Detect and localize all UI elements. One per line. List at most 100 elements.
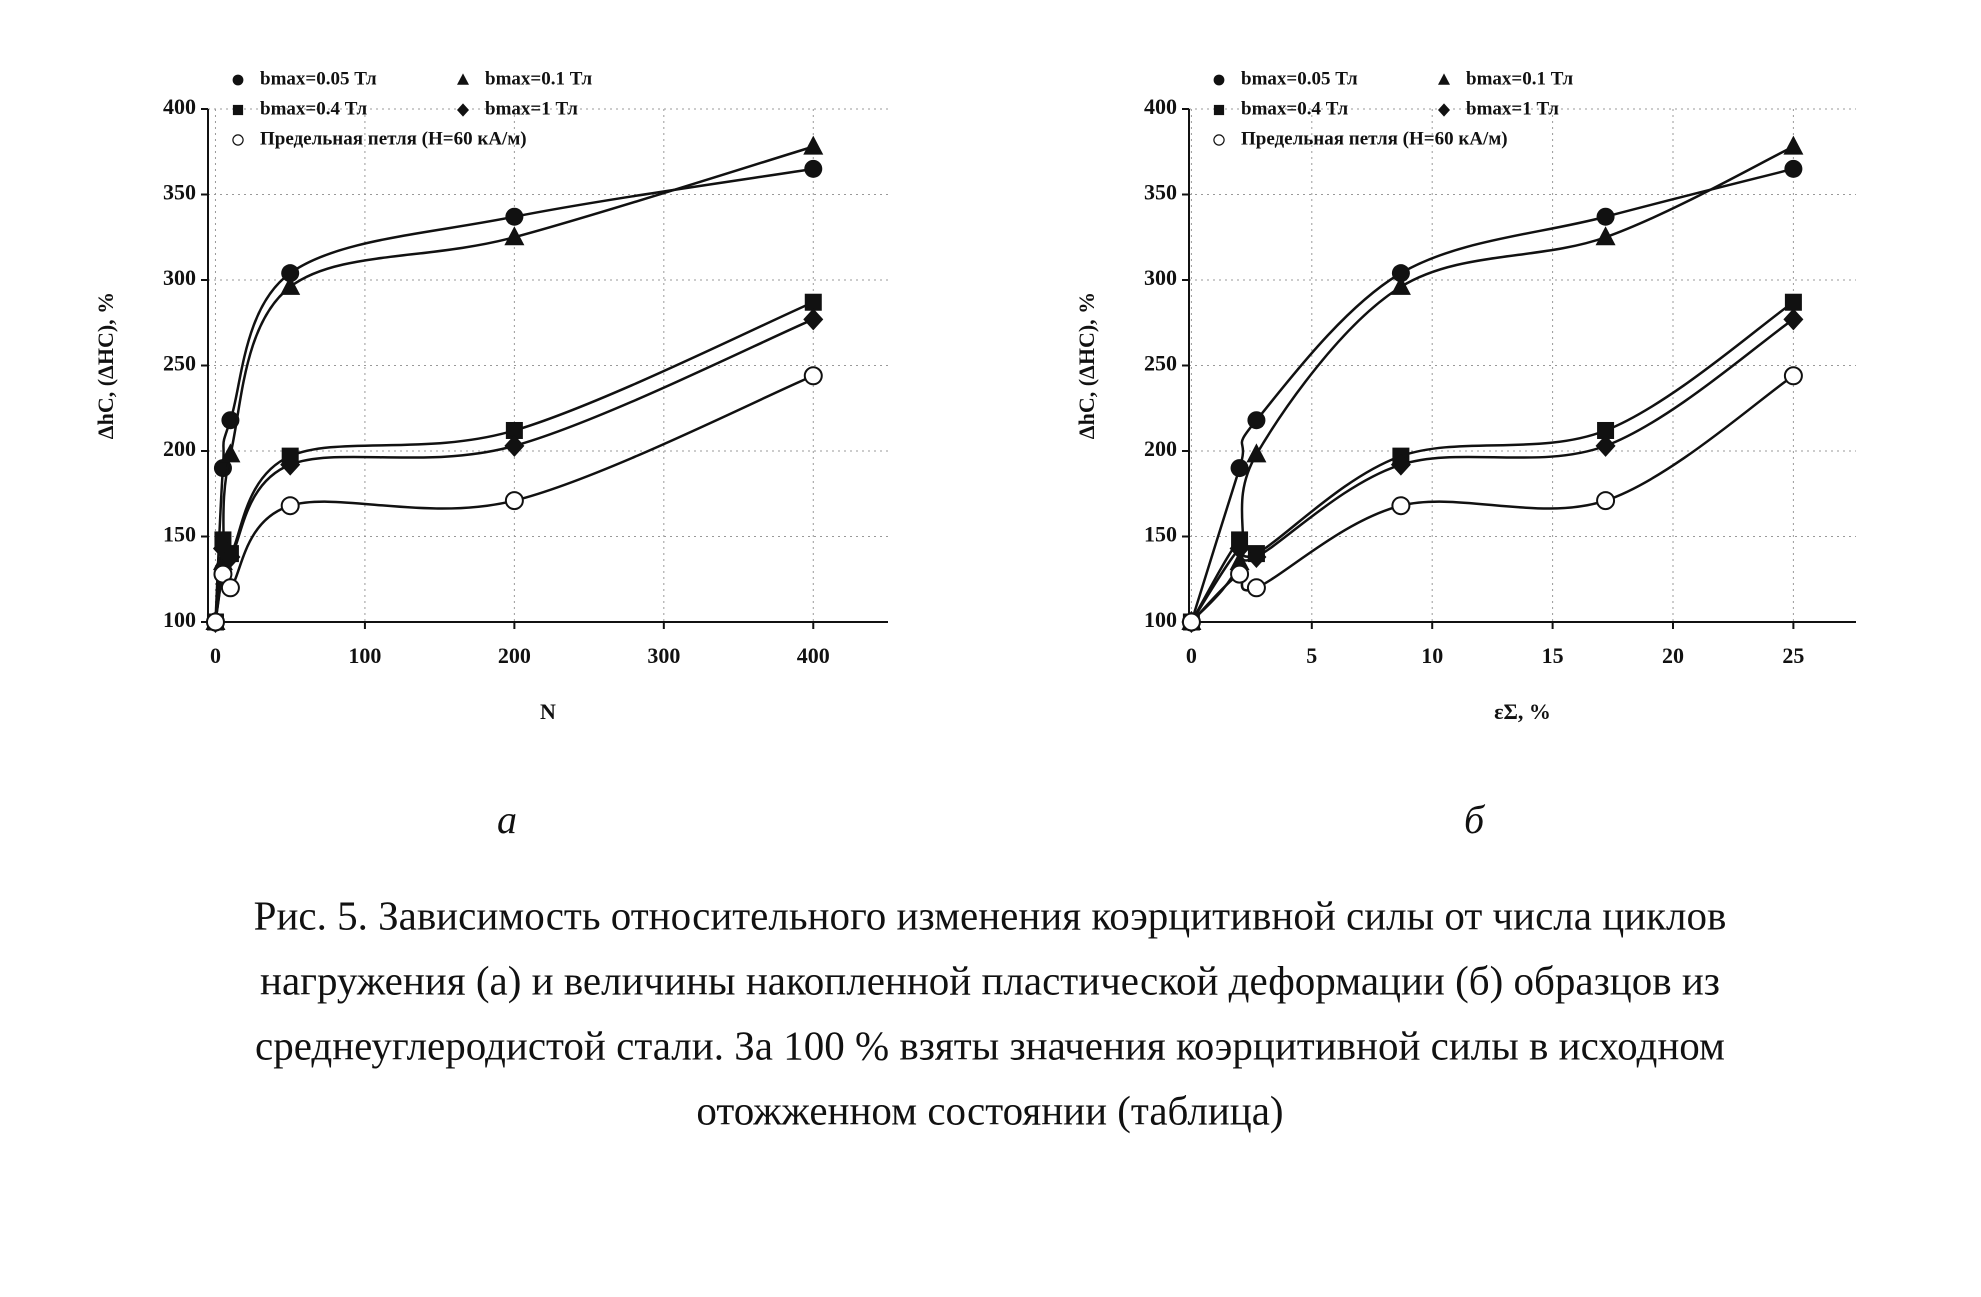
y-tick-label: 300 <box>163 265 196 290</box>
marker <box>803 135 824 155</box>
marker <box>1390 453 1411 476</box>
marker <box>1230 459 1249 478</box>
marker <box>804 159 823 178</box>
x-tick-label: 10 <box>1421 643 1443 668</box>
fit-curve <box>1190 167 1794 623</box>
y-tick-label: 250 <box>1144 351 1177 376</box>
marker <box>280 453 301 476</box>
marker <box>280 496 300 516</box>
marker <box>1246 546 1267 569</box>
legend-marker <box>232 104 244 116</box>
legend-label: bmax=0.1 Тл <box>1466 68 1573 89</box>
marker <box>1390 275 1411 295</box>
marker <box>1229 551 1250 571</box>
marker <box>1246 578 1266 598</box>
marker <box>804 293 822 311</box>
legend-marker <box>232 134 244 146</box>
legend-label: bmax=0.4 Тл <box>260 98 367 119</box>
marker <box>803 308 824 331</box>
y-tick-label: 300 <box>1144 265 1177 290</box>
marker <box>1230 564 1250 584</box>
y-axis-label: ΔhC, (ΔHC), % <box>1074 292 1099 439</box>
y-tick-label: 150 <box>1144 522 1177 547</box>
marker <box>504 226 525 246</box>
marker <box>1229 537 1250 560</box>
marker <box>281 264 300 283</box>
legend-label: bmax=0.4 Тл <box>1241 98 1348 119</box>
marker <box>505 207 524 226</box>
caption-line: Рис. 5. Зависимость относительного измен… <box>254 892 1727 938</box>
legend-label: bmax=1 Тл <box>485 98 578 119</box>
x-tick-label: 0 <box>210 643 221 668</box>
marker <box>1246 443 1267 463</box>
y-tick-label: 400 <box>163 94 196 119</box>
x-tick-label: 15 <box>1542 643 1564 668</box>
x-axis-label: εΣ, % <box>1494 699 1551 724</box>
marker <box>1784 293 1802 311</box>
marker <box>1247 411 1266 430</box>
marker <box>1783 135 1804 155</box>
marker <box>1783 308 1804 331</box>
marker <box>1595 226 1616 246</box>
panel-label: б <box>1464 797 1486 842</box>
x-tick-label: 5 <box>1306 643 1317 668</box>
marker <box>220 578 240 598</box>
marker <box>1596 207 1615 226</box>
caption-line: отожженном состоянии (таблица) <box>696 1087 1283 1133</box>
fit-curve <box>1190 318 1795 623</box>
legend-label: Предельная петля (H=60 кА/м) <box>1241 128 1508 149</box>
x-axis-label: N <box>540 699 556 724</box>
x-tick-label: 20 <box>1662 643 1684 668</box>
marker <box>1391 496 1411 516</box>
legend-label: bmax=0.05 Тл <box>260 68 377 89</box>
x-tick-label: 0 <box>1186 643 1197 668</box>
marker <box>1783 366 1803 386</box>
x-tick-label: 300 <box>647 643 680 668</box>
marker <box>803 366 823 386</box>
legend-label: bmax=0.05 Тл <box>1241 68 1358 89</box>
y-tick-label: 150 <box>163 522 196 547</box>
marker <box>504 434 525 457</box>
marker <box>505 421 523 439</box>
y-tick-label: 200 <box>163 436 196 461</box>
marker <box>220 443 241 463</box>
marker <box>1784 159 1803 178</box>
y-tick-label: 100 <box>163 607 196 632</box>
marker <box>220 546 241 569</box>
caption-line: нагружения (а) и величины накопленной пл… <box>260 957 1720 1003</box>
legend-label: bmax=0.1 Тл <box>485 68 592 89</box>
legend-marker <box>457 73 469 85</box>
x-tick-label: 25 <box>1782 643 1804 668</box>
panel-label: а <box>497 797 517 842</box>
y-tick-label: 250 <box>163 351 196 376</box>
marker <box>1595 434 1616 457</box>
y-tick-label: 200 <box>1144 436 1177 461</box>
marker <box>1597 421 1615 439</box>
y-axis-label: ΔhC, (ΔHC), % <box>93 292 118 439</box>
fit-curve <box>1190 145 1794 623</box>
marker <box>504 491 524 511</box>
marker <box>1181 612 1201 632</box>
y-tick-label: 350 <box>163 180 196 205</box>
y-tick-label: 400 <box>1144 94 1177 119</box>
marker <box>205 612 225 632</box>
x-tick-label: 400 <box>797 643 830 668</box>
legend-marker <box>232 74 244 86</box>
marker <box>1391 264 1410 283</box>
legend-marker <box>1438 73 1450 85</box>
marker <box>1596 491 1616 511</box>
legend-marker <box>1213 74 1225 86</box>
x-tick-label: 200 <box>498 643 531 668</box>
legend-marker <box>1213 104 1225 116</box>
legend-marker <box>457 103 469 117</box>
legend-label: Предельная петля (H=60 кА/м) <box>260 128 527 149</box>
caption-line: среднеуглеродистой стали. За 100 % взяты… <box>255 1022 1725 1068</box>
legend-label: bmax=1 Тл <box>1466 98 1559 119</box>
legend-marker <box>1438 103 1450 117</box>
marker <box>280 275 301 295</box>
y-tick-label: 350 <box>1144 180 1177 205</box>
legend-marker <box>1213 134 1225 146</box>
y-tick-label: 100 <box>1144 607 1177 632</box>
x-tick-label: 100 <box>348 643 381 668</box>
